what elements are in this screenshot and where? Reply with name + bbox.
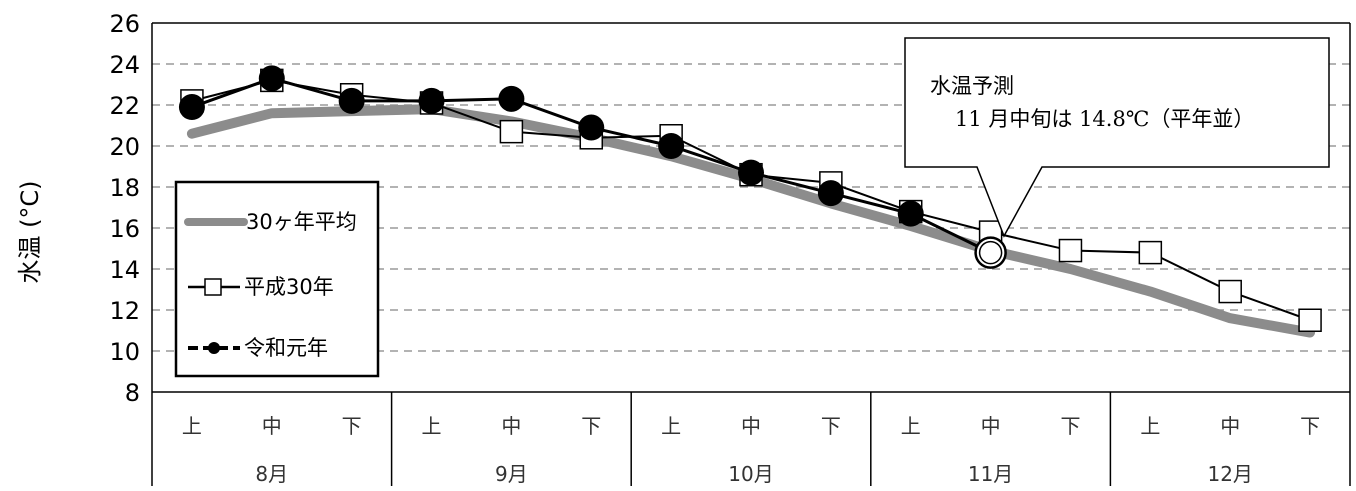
category-label: 下 <box>1300 414 1320 438</box>
axis-layer <box>151 22 1351 486</box>
h30-marker <box>1298 308 1322 332</box>
category-label: 下 <box>342 414 362 438</box>
category-label: 中 <box>262 414 282 438</box>
h30-marker <box>1058 238 1083 263</box>
category-label: 下 <box>1060 414 1080 438</box>
y-tick-label: 22 <box>109 92 140 120</box>
category-label: 上 <box>901 414 921 438</box>
h30-marker <box>1218 279 1242 304</box>
y-tick-label: 12 <box>109 297 140 325</box>
category-label: 中 <box>501 414 521 438</box>
r1-marker <box>418 87 445 114</box>
legend-label-r1: 令和元年 <box>244 336 328 360</box>
category-label: 中 <box>981 414 1001 438</box>
category-label: 中 <box>741 414 761 438</box>
y-tick-label: 20 <box>109 133 140 161</box>
y-tick-label: 10 <box>109 338 140 366</box>
h30-marker <box>1138 240 1163 265</box>
r1-marker <box>338 87 365 114</box>
legend-label-avg: 30ヶ年平均 <box>246 210 357 234</box>
y-tick-label: 16 <box>109 215 140 243</box>
y-tick-label: 24 <box>109 51 140 79</box>
callout-box <box>904 37 1330 238</box>
month-label: 10月 <box>728 462 773 486</box>
r1-marker <box>578 114 605 141</box>
forecast-callout: 水温予測 11 月中旬は 14.8℃（平年並） <box>904 37 1330 238</box>
r1-marker <box>178 94 205 121</box>
y-axis-label: 水温 (°C) <box>16 180 44 283</box>
r1-marker <box>498 85 525 112</box>
series-layer <box>178 65 1322 338</box>
callout-line-2: 11 月中旬は 14.8℃（平年並） <box>955 107 1254 131</box>
legend: 30ヶ年平均 平成30年 令和元年 <box>174 180 380 378</box>
y-tick-labels: 8 10 12 14 16 18 20 22 24 26 <box>109 10 140 407</box>
category-label: 中 <box>1220 414 1240 438</box>
category-label: 上 <box>182 414 202 438</box>
r1-marker <box>817 180 844 207</box>
month-label: 9月 <box>495 462 528 486</box>
month-label: 11月 <box>968 462 1013 486</box>
category-table: 上 中 下 上 中 下 上 中 下 上 中 下 上 中 下 8月 9月 10月 11月 12月 <box>182 392 1351 486</box>
r1-marker <box>897 200 924 227</box>
h30-marker <box>499 119 524 144</box>
legend-marker-h30 <box>204 278 222 296</box>
forecast-marker-inner <box>978 240 1003 265</box>
r1-marker <box>258 65 285 92</box>
y-tick-label: 26 <box>109 10 140 38</box>
r1-marker <box>738 159 764 186</box>
category-label: 上 <box>422 414 442 438</box>
y-tick-label: 18 <box>109 174 140 202</box>
y-tick-label: 8 <box>125 379 140 407</box>
legend-label-h30: 平成30年 <box>244 275 334 299</box>
legend-marker-r1 <box>208 342 220 354</box>
y-tick-label: 14 <box>109 256 140 284</box>
category-label: 下 <box>821 414 841 438</box>
category-label: 上 <box>1140 414 1160 438</box>
category-label: 下 <box>581 414 601 438</box>
r1-marker <box>658 133 685 159</box>
category-label: 上 <box>661 414 681 438</box>
month-label: 8月 <box>255 462 288 486</box>
callout-line-1: 水温予測 <box>930 74 1014 98</box>
month-label: 12月 <box>1207 462 1252 486</box>
